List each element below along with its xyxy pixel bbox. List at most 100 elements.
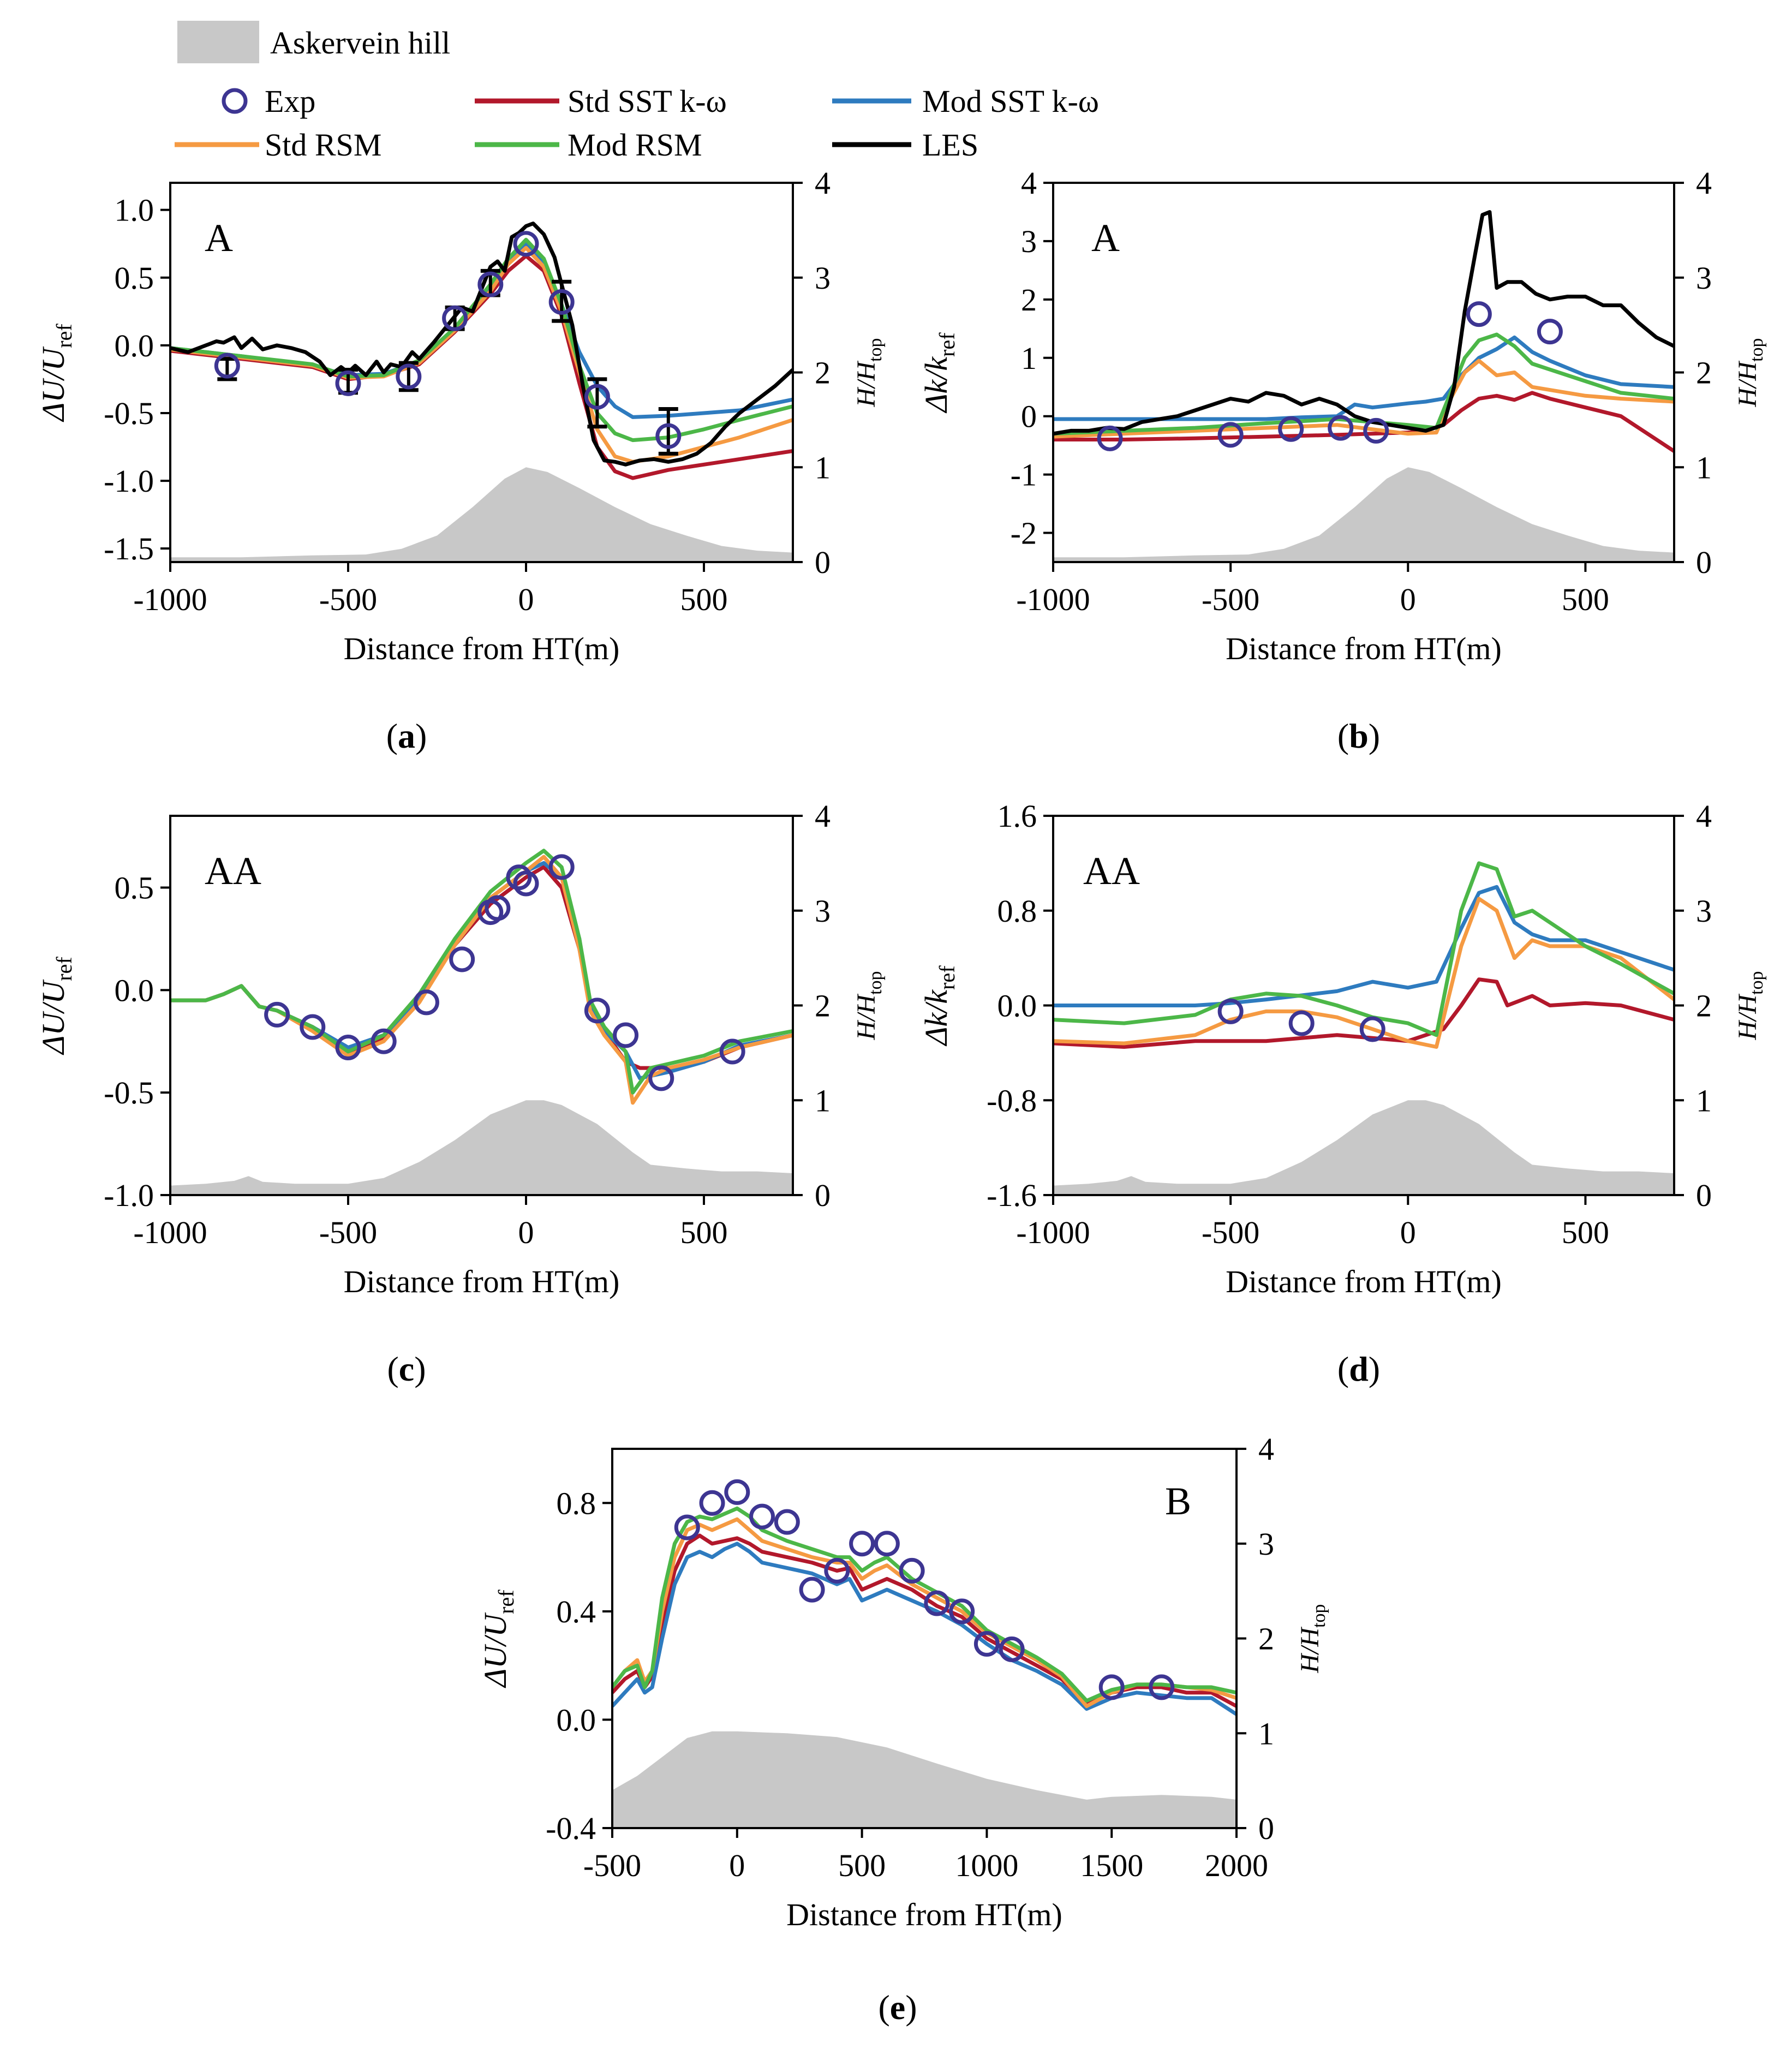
y2-axis-label: H/Htop <box>1733 971 1767 1040</box>
exp-marker <box>674 1514 700 1540</box>
panel-annotation: AA <box>1083 849 1140 893</box>
x-tick-label: -1000 <box>1016 582 1090 617</box>
exp-marker <box>513 870 539 897</box>
hill-silhouette <box>1053 1100 1674 1195</box>
y2-tick-label: 1 <box>1696 450 1712 485</box>
y-tick-label: -1.5 <box>104 531 154 566</box>
y2-axis-label: H/Htop <box>852 338 886 407</box>
legend-exp-label: Exp <box>265 83 315 119</box>
y-tick-label: 1.6 <box>997 798 1037 834</box>
y-tick-label: 0.8 <box>997 893 1037 929</box>
exp-marker <box>548 854 575 880</box>
series-line-mod-rsm <box>170 849 793 1095</box>
series-line-les <box>170 222 793 467</box>
y-tick-label: -2 <box>1011 516 1037 551</box>
panel-annotation: A <box>1091 216 1120 260</box>
exp-marker <box>335 370 361 396</box>
y-axis-label: Δk/kref <box>918 965 959 1047</box>
x-tick-label: 1500 <box>1080 1848 1143 1883</box>
x-tick-label: 0 <box>1400 582 1416 617</box>
x-tick-label: -500 <box>319 582 377 617</box>
hill-silhouette <box>1053 467 1674 562</box>
exp-marker <box>1537 319 1563 345</box>
exp-marker <box>396 363 422 390</box>
y-axis-label: ΔU/Uref <box>477 1590 518 1688</box>
y2-tick-label: 4 <box>1696 165 1712 201</box>
x-tick-label: -1000 <box>1016 1215 1090 1250</box>
y2-axis-label: H/Htop <box>1733 338 1767 407</box>
exp-marker <box>749 1503 775 1530</box>
y-tick-label: 1 <box>1021 341 1037 376</box>
hill-silhouette <box>170 467 793 562</box>
exp-marker <box>1328 415 1354 441</box>
x-tick-label: -500 <box>1202 1215 1259 1250</box>
exp-marker <box>648 1065 674 1091</box>
y2-axis-label: H/Htop <box>1295 1604 1329 1673</box>
legend-mod-sst-label: Mod SST k-ω <box>922 83 1099 119</box>
exp-marker <box>1217 998 1244 1024</box>
exp-marker <box>874 1531 900 1557</box>
exp-marker <box>824 1557 850 1584</box>
legend: Askervein hill Exp Std SST k-ω Mod SST k… <box>175 21 1099 163</box>
y-tick-label: -1 <box>1011 457 1037 493</box>
y2-tick-label: 4 <box>1258 1431 1274 1467</box>
exp-marker <box>1359 1016 1385 1042</box>
exp-marker <box>300 1014 326 1040</box>
exp-marker <box>1278 416 1304 442</box>
y-tick-label: 0.0 <box>115 328 154 363</box>
y-tick-label: 0 <box>1021 399 1037 434</box>
series-line-std-rsm <box>1053 359 1674 439</box>
panel-annotation: AA <box>205 849 261 893</box>
panel-caption: (e) <box>878 1988 917 2027</box>
y-tick-label: 0.4 <box>557 1594 596 1629</box>
series-line-les <box>1053 210 1674 436</box>
exp-marker <box>949 1598 975 1625</box>
panel-caption: (b) <box>1337 716 1380 755</box>
y2-tick-label: 0 <box>1258 1811 1274 1846</box>
y2-tick-label: 2 <box>815 355 831 391</box>
y-tick-label: 4 <box>1021 165 1037 201</box>
panel-annotation: B <box>1165 1479 1191 1523</box>
exp-marker <box>699 1490 725 1516</box>
y-axis-label: Δk/kref <box>918 332 959 414</box>
series-line-mod-sst <box>612 1542 1237 1716</box>
exp-marker <box>719 1038 745 1065</box>
x-tick-label: 0 <box>518 582 534 617</box>
exp-marker <box>214 353 240 379</box>
x-tick-label: 500 <box>838 1848 886 1883</box>
x-tick-label: 500 <box>680 582 728 617</box>
exp-marker <box>449 946 475 972</box>
series-line-std-rsm <box>1053 897 1674 1049</box>
exp-marker <box>264 1001 290 1028</box>
y-tick-label: -1.0 <box>104 463 154 499</box>
chart-d: -1000 -500 0 500 -1.6 -0.8 0.0 0.8 1.6 0 1 2 3 4 Dista… <box>918 798 1767 1388</box>
y2-tick-label: 3 <box>815 893 831 929</box>
exp-marker <box>506 864 532 891</box>
exp-marker <box>548 289 575 315</box>
y-tick-label: 0.8 <box>557 1485 596 1521</box>
series-line-std-sst <box>1053 977 1674 1049</box>
y-tick-label: -1.0 <box>104 1178 154 1213</box>
y-tick-label: 0.0 <box>557 1702 596 1737</box>
y-tick-label: 0.5 <box>115 870 154 905</box>
y-tick-label: -0.5 <box>104 396 154 431</box>
y2-tick-label: 0 <box>1696 545 1712 580</box>
legend-hill-swatch <box>177 21 259 63</box>
y-axis-label: ΔU/Uref <box>35 957 76 1055</box>
x-tick-label: 2000 <box>1205 1848 1268 1883</box>
panel-caption: (c) <box>387 1350 426 1388</box>
charts: -1000 -500 0 500-1.5-1.0-0.50.00.51.001234D… <box>35 165 1767 2027</box>
x-axis-label: Distance from HT(m) <box>344 631 620 666</box>
exp-marker <box>1288 1010 1315 1036</box>
exp-marker <box>1097 425 1123 451</box>
chart-a: -1000 -500 0 500 -1.5 -1.0 -0.5 0.0 0.5 1.0 0 1 2 3 4 D… <box>35 165 886 755</box>
exp-marker <box>485 895 511 921</box>
exp-marker <box>513 231 539 257</box>
exp-marker <box>584 998 610 1024</box>
exp-marker <box>371 1028 397 1054</box>
x-axis-label: Distance from HT(m) <box>1226 1264 1502 1299</box>
y2-tick-label: 2 <box>1258 1621 1274 1657</box>
legend-hill-label: Askervein hill <box>270 25 450 61</box>
y-tick-label: -0.4 <box>546 1811 596 1846</box>
exp-marker <box>584 384 610 410</box>
